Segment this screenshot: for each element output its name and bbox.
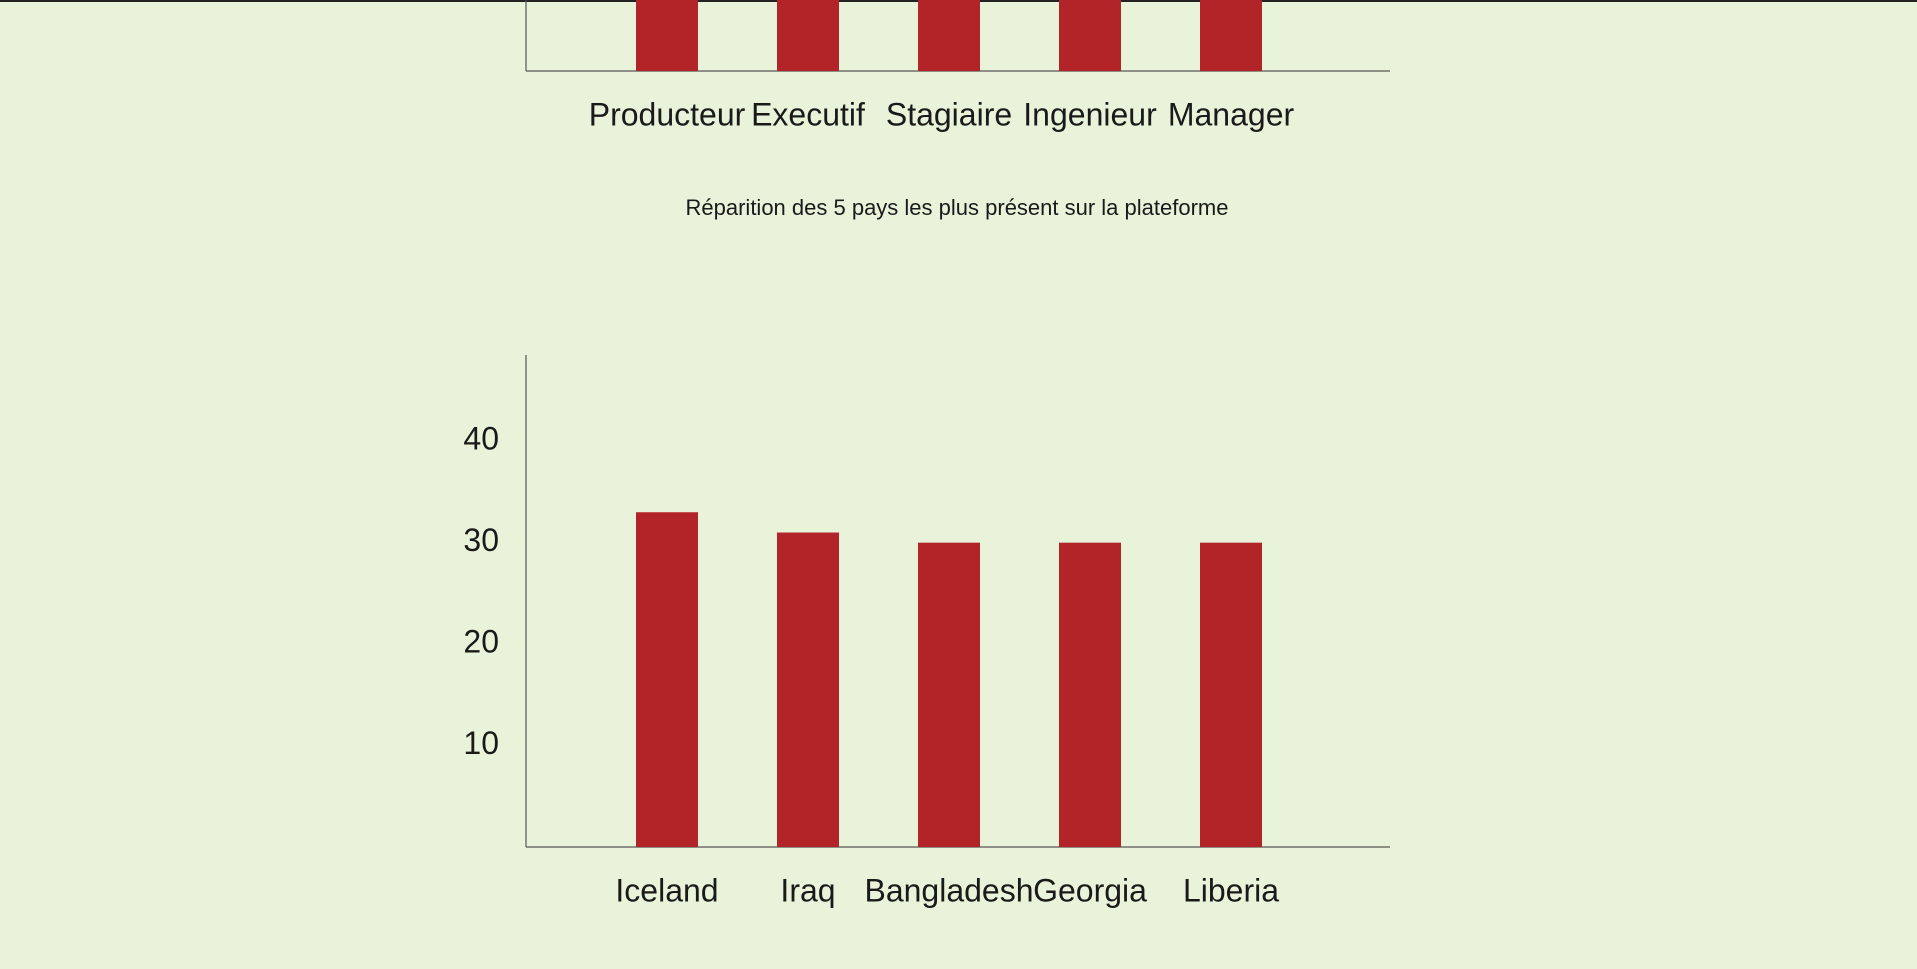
bar — [777, 532, 839, 847]
x-tick-label: Producteur — [589, 96, 746, 132]
bar — [1200, 542, 1262, 847]
x-tick-label: Executif — [751, 96, 865, 132]
x-tick-label: Iceland — [615, 872, 718, 908]
x-tick-label: Stagiaire — [886, 96, 1012, 132]
bar — [636, 512, 698, 847]
chart-title: Réparition des 5 pays les plus présent s… — [686, 195, 1229, 220]
x-tick-label: Manager — [1168, 96, 1295, 132]
bar — [1059, 542, 1121, 847]
x-tick-label: Iraq — [780, 872, 835, 908]
bar-fragment — [1059, 0, 1121, 71]
x-tick-label: Georgia — [1033, 872, 1147, 908]
y-tick-label: 30 — [463, 522, 499, 558]
bar-fragment — [918, 0, 980, 71]
x-tick-label: Ingenieur — [1023, 96, 1157, 132]
bar-fragment — [636, 0, 698, 71]
bar-fragment — [777, 0, 839, 71]
x-tick-label: Bangladesh — [864, 872, 1033, 908]
bar-fragment — [1200, 0, 1262, 71]
bar — [918, 542, 980, 847]
x-tick-label: Liberia — [1183, 872, 1279, 908]
y-tick-label: 10 — [463, 725, 499, 761]
y-tick-label: 20 — [463, 624, 499, 660]
y-tick-label: 40 — [463, 421, 499, 457]
